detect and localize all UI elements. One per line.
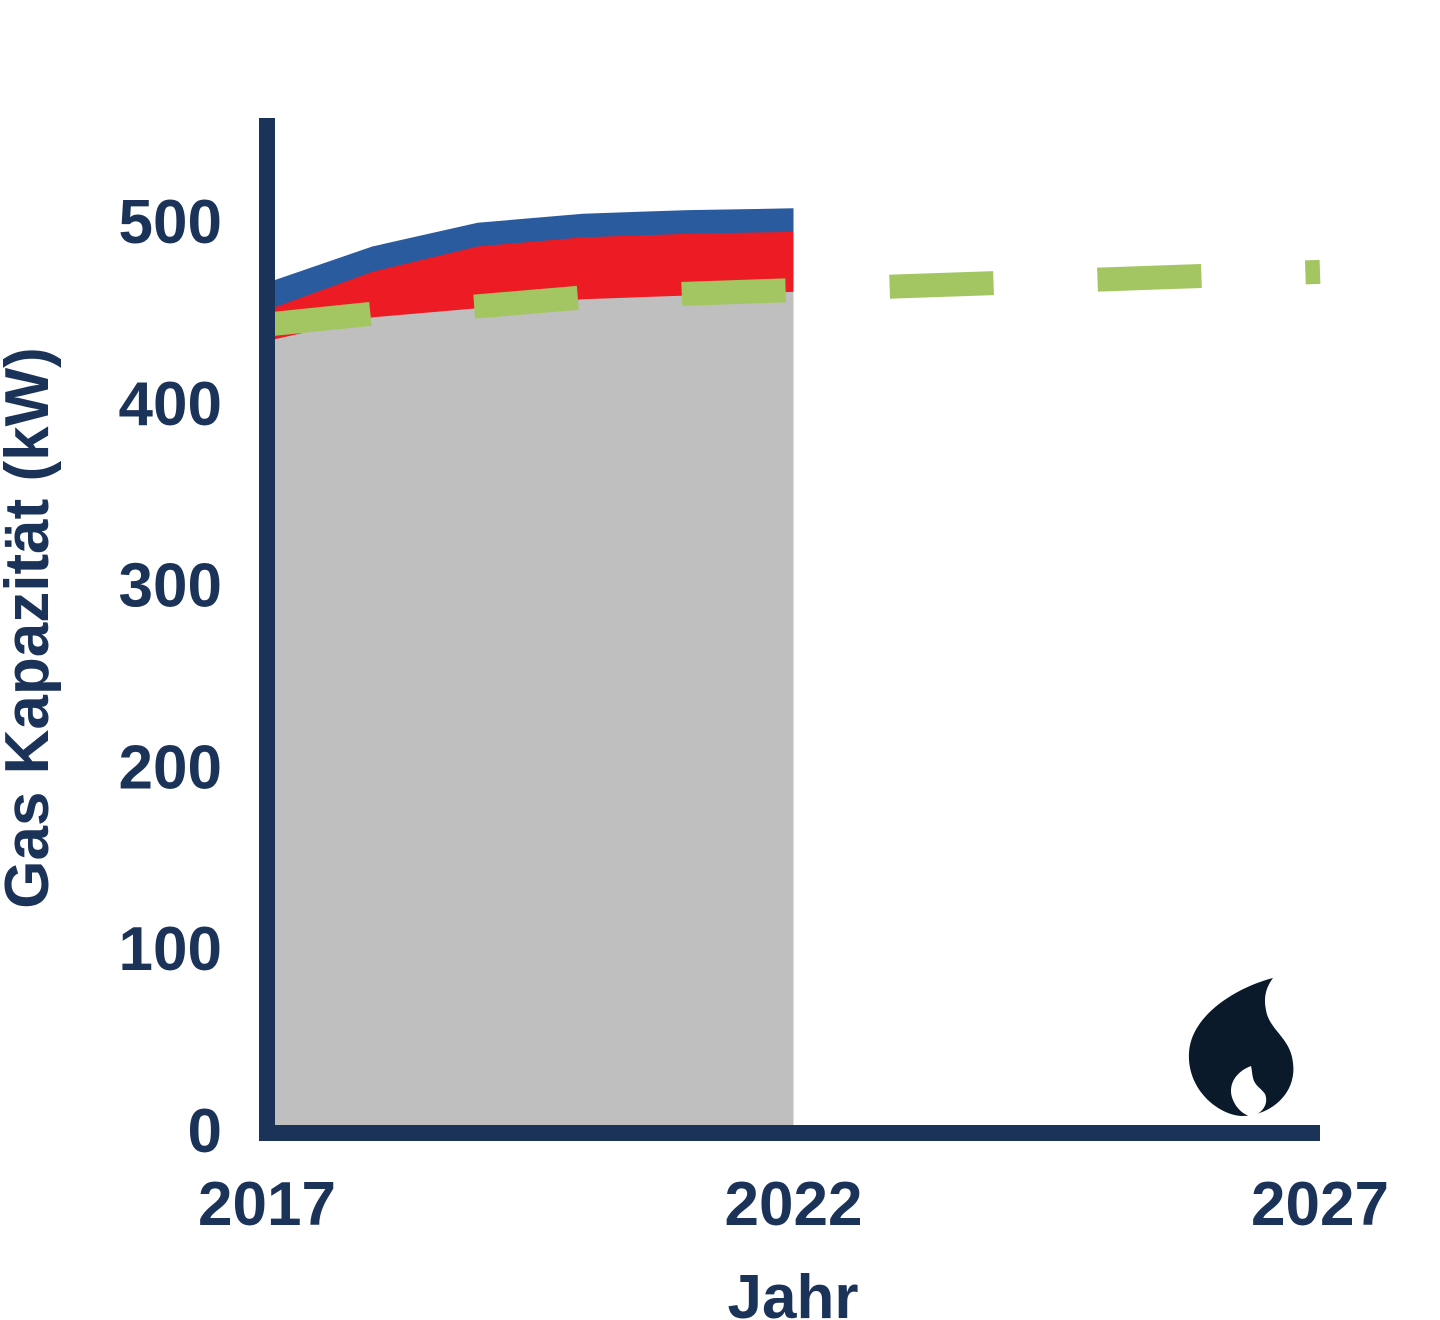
x-tick-labels: 2017 2022 2027: [198, 1170, 1389, 1239]
y-tick-label: 200: [119, 733, 222, 802]
y-tick-labels: 0 100 200 300 400 500: [119, 188, 222, 1166]
y-tick-label: 400: [119, 370, 222, 439]
x-tick-label: 2017: [198, 1170, 336, 1239]
axes: [259, 118, 1320, 1141]
flame-icon-inner: [1231, 1066, 1267, 1116]
area-series-1: [267, 291, 794, 1130]
y-tick-label: 500: [119, 188, 222, 257]
flame-icon-body: [1188, 978, 1294, 1116]
y-axis-title: Gas Kapazität (kW): [0, 347, 62, 909]
y-tick-label: 300: [119, 552, 222, 621]
flame-icon: [1188, 978, 1294, 1116]
y-tick-label: 0: [188, 1097, 222, 1166]
x-axis-title: Jahr: [728, 1263, 859, 1320]
y-tick-label: 100: [119, 915, 222, 984]
stacked-areas: [267, 208, 794, 1131]
dashed-trend-line: [265, 259, 1321, 337]
x-tick-label: 2027: [1251, 1170, 1389, 1239]
dashed-trend-line-group: [265, 259, 1321, 337]
x-tick-label: 2022: [725, 1170, 863, 1239]
